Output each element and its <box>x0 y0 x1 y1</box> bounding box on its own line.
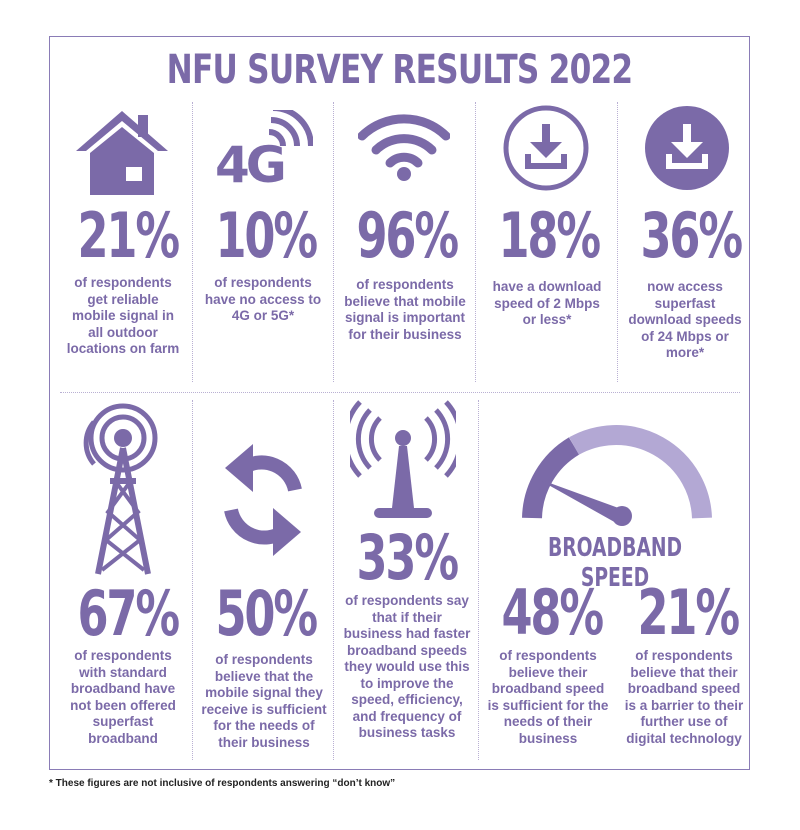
divider <box>333 400 334 760</box>
stat-value: 33% <box>356 521 460 594</box>
wifi-icon <box>358 114 450 181</box>
stat-description: of respondents have no access to 4G or 5… <box>204 275 322 323</box>
stat-value: 67% <box>77 577 181 650</box>
stat-value: 21% <box>637 576 741 649</box>
download-outline-icon <box>503 105 589 191</box>
divider <box>475 102 476 382</box>
refresh-arrows-icon <box>224 444 302 556</box>
house-icon <box>76 111 168 195</box>
antenna-icon <box>350 400 456 518</box>
stat-description: have a download speed of 2 Mbps or less* <box>492 279 602 327</box>
stat-description: of respondents believe that mobile signa… <box>344 277 466 342</box>
speedometer-icon <box>522 425 712 526</box>
divider <box>333 102 334 382</box>
stat-value: 36% <box>640 199 744 272</box>
divider <box>192 102 193 382</box>
stat-value: 48% <box>501 576 605 649</box>
stat-description: now access superfast download speeds of … <box>628 279 742 360</box>
transmission-tower-icon <box>83 403 158 575</box>
divider <box>192 400 193 760</box>
page-title: NFU SURVEY RESULTS 2022 <box>166 47 634 93</box>
footnote: * These figures are not inclusive of res… <box>49 778 396 789</box>
divider <box>617 102 618 382</box>
4g-label: 4G <box>215 136 284 190</box>
4g-signal-icon: 4G <box>215 110 313 190</box>
stat-description: of respondents get reliable mobile signa… <box>66 275 180 356</box>
stat-value: 18% <box>498 199 602 272</box>
stat-value: 96% <box>356 199 460 272</box>
broadband-speed-heading: BROADBAND SPEED <box>547 533 683 593</box>
stat-value: 50% <box>215 577 319 650</box>
stat-value: 21% <box>77 199 181 272</box>
download-filled-icon <box>645 106 729 190</box>
stat-description: of respondents believe their broadband s… <box>487 648 609 746</box>
stat-description: of respondents believe that the mobile s… <box>201 652 327 750</box>
stat-description: of respondents say that if their busines… <box>343 593 471 740</box>
divider <box>478 400 479 760</box>
stat-description: of respondents believe that their broadb… <box>624 648 744 746</box>
stat-description: of respondents with standard broadband h… <box>70 648 176 746</box>
stat-value: 10% <box>215 199 319 272</box>
divider <box>60 392 740 393</box>
